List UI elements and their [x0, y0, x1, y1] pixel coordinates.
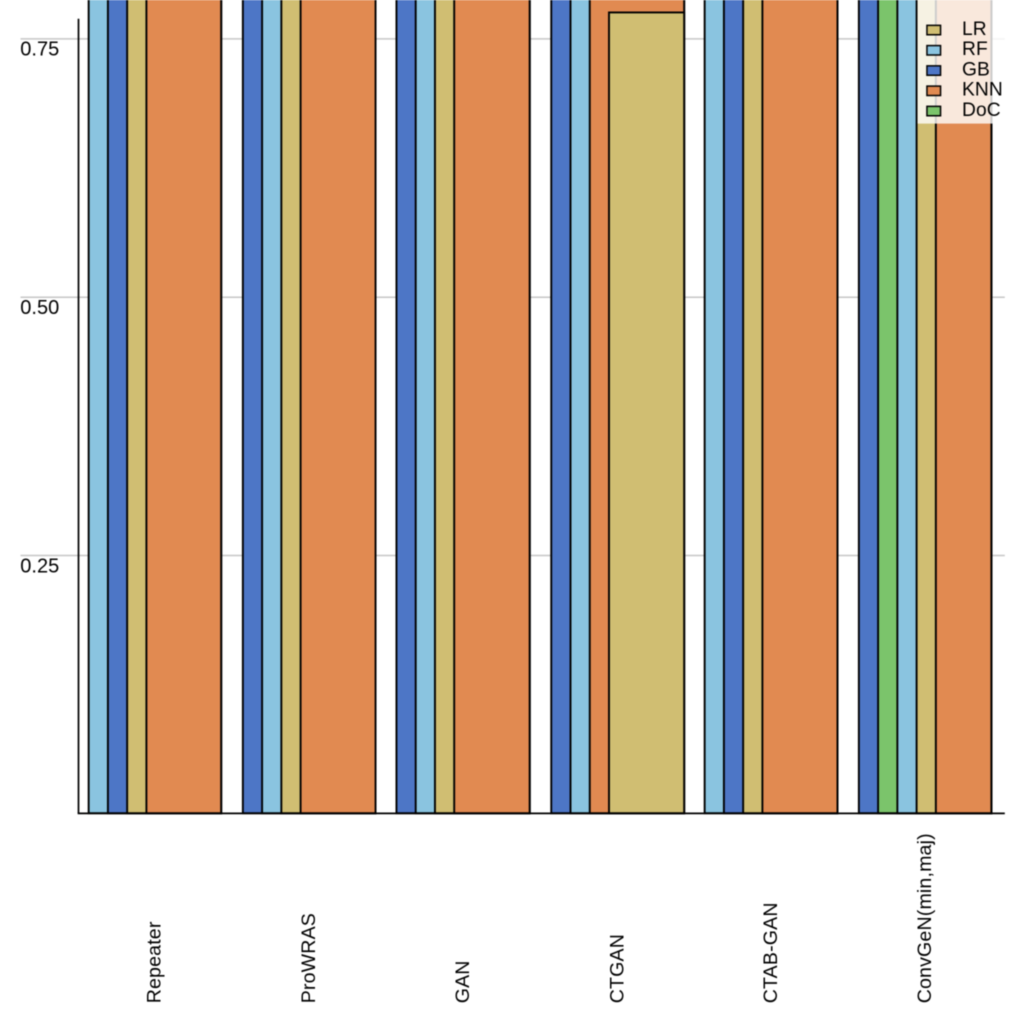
svg-text:GAN: GAN	[452, 960, 474, 1003]
svg-text:Repeater: Repeater	[144, 921, 166, 1003]
svg-text:CTGAN: CTGAN	[607, 934, 629, 1003]
svg-text:RF: RF	[962, 39, 988, 60]
svg-text:ConvGeN(min,maj): ConvGeN(min,maj)	[914, 833, 936, 1003]
svg-text:CTAB-GAN: CTAB-GAN	[760, 902, 782, 1003]
svg-text:0.75: 0.75	[20, 39, 59, 61]
svg-text:KNN: KNN	[962, 80, 1003, 101]
svg-text:0.50: 0.50	[20, 297, 59, 319]
svg-text:LR: LR	[962, 19, 987, 40]
svg-text:0.25: 0.25	[20, 555, 59, 577]
svg-text:ProWRAS: ProWRAS	[298, 913, 320, 1003]
svg-text:GB: GB	[962, 59, 990, 80]
svg-text:DoC: DoC	[962, 100, 1001, 121]
